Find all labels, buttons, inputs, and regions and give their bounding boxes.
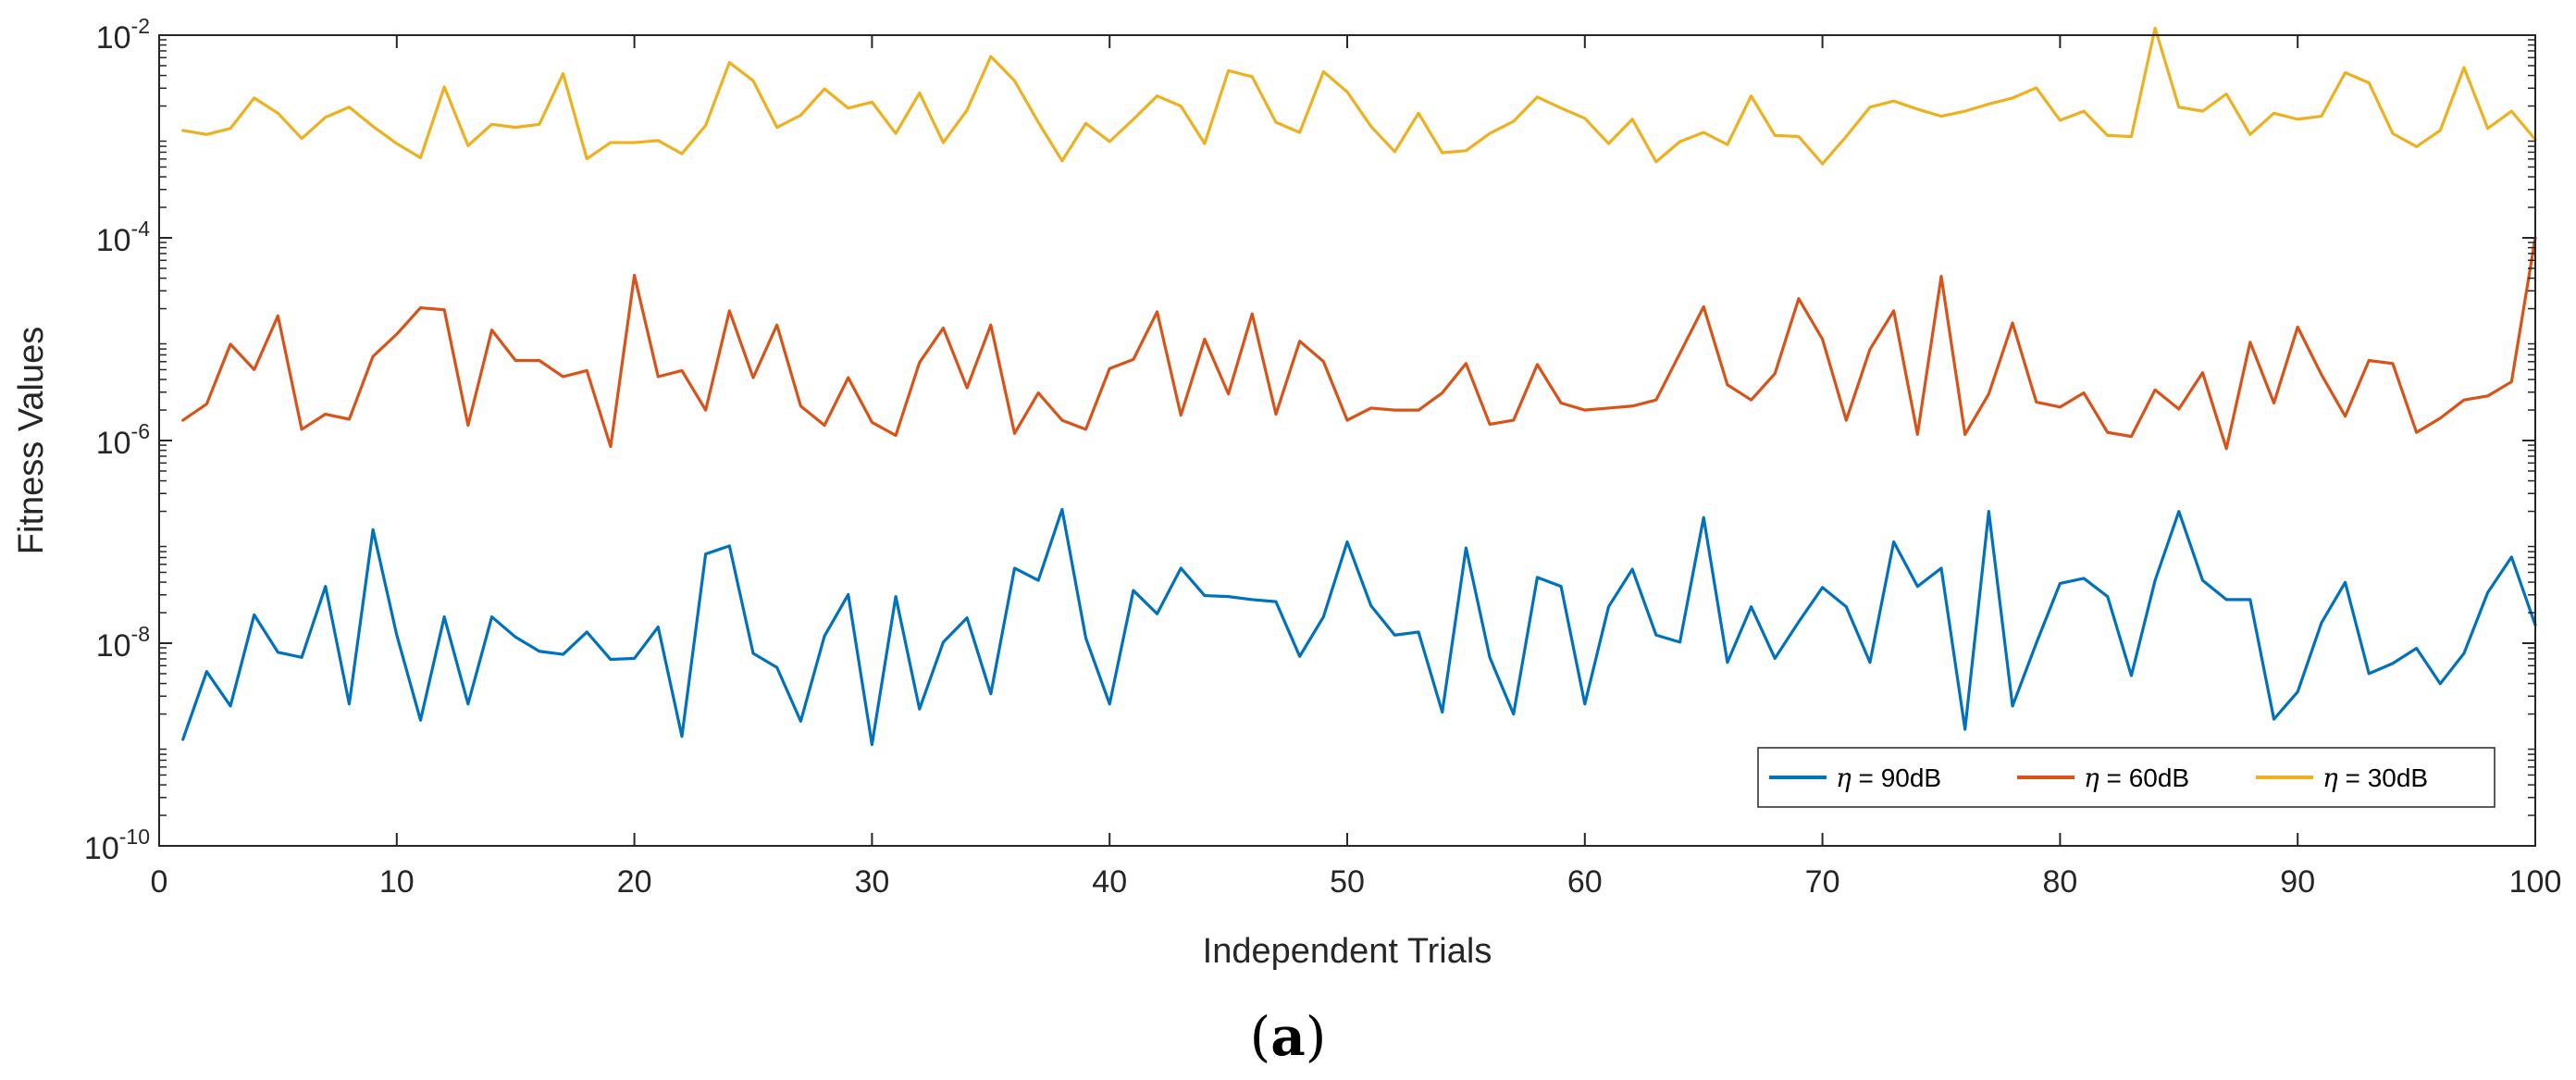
y-tick-label: 10-10 [84, 825, 150, 866]
series-line-2 [181, 236, 2537, 451]
x-tick-label: 90 [2280, 864, 2315, 900]
series-line-1 [181, 507, 2537, 747]
legend-label-1: η = 90dB [1836, 763, 1941, 793]
y-tick-label: 10-4 [96, 217, 150, 258]
x-tick-label: 80 [2042, 864, 2077, 900]
x-tick-label: 100 [2509, 864, 2562, 900]
x-tick-label: 50 [1330, 864, 1365, 900]
x-tick-label: 10 [379, 864, 415, 900]
panel-label: (a) [1250, 1005, 1327, 1068]
y-tick-label: 10-2 [96, 14, 150, 56]
y-tick-label: 10-6 [96, 419, 150, 461]
y-tick-label: 10-8 [96, 622, 150, 664]
x-tick-label: 70 [1805, 864, 1840, 900]
x-tick-label: 60 [1567, 864, 1603, 900]
x-tick-label: 30 [854, 864, 889, 900]
ticks-layer: 0 10 20 30 40 50 60 70 80 90 100 10-10 10-8 10-6 10-4 1… [84, 14, 2561, 900]
series-layer [181, 26, 2537, 747]
legend: η = 90dB η = 60dB η = 30dB [1757, 747, 2496, 808]
x-axis-title: Independent Trials [1203, 932, 1492, 971]
x-tick-label: 40 [1092, 864, 1127, 900]
x-tick-label: 0 [151, 864, 168, 900]
plot-frame [158, 34, 2536, 847]
legend-label-2: η = 60dB [2084, 763, 2189, 793]
x-tick-label: 20 [617, 864, 652, 900]
plot-area [159, 35, 2535, 846]
legend-box [1757, 747, 2496, 808]
y-axis-title: Fitness Values [12, 327, 51, 554]
series-line-3 [181, 26, 2537, 166]
legend-label-3: η = 30dB [2322, 763, 2428, 793]
